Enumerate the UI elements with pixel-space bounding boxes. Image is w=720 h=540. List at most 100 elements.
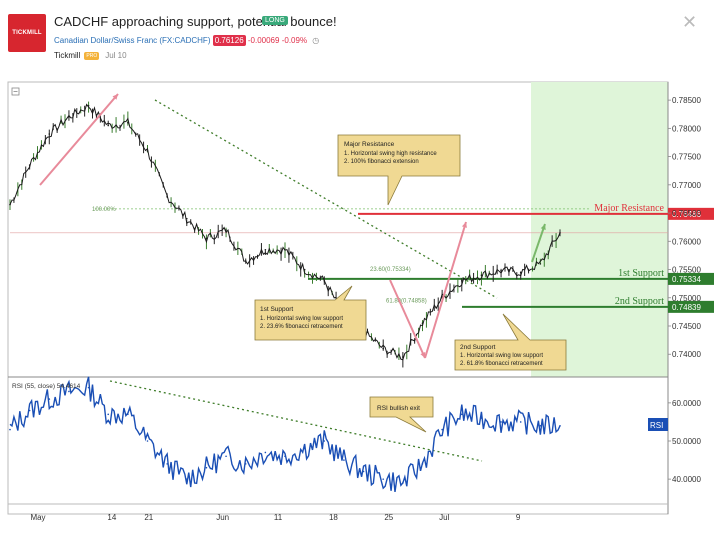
callout-line2: 2. 100% fibonacci extension xyxy=(344,159,419,165)
fib-618-label: 61.80(0.74858) xyxy=(386,298,427,304)
price-point xyxy=(421,322,424,324)
rsi-point xyxy=(284,455,286,458)
bounce-arrow xyxy=(531,223,546,263)
author-name[interactable]: Tickmill xyxy=(54,51,81,60)
author-line: Tickmill PRO Jul 10 xyxy=(54,51,127,60)
price-change-pct: -0.09% xyxy=(281,36,308,45)
price-point xyxy=(460,280,463,282)
price-point xyxy=(68,116,70,118)
price-tick-label: 0.77500 xyxy=(672,153,701,162)
price-tick-label: 0.78500 xyxy=(672,96,701,105)
swing-up-arrow-head xyxy=(112,94,118,100)
price-tick-label: 0.77000 xyxy=(672,181,701,190)
projected-up-arrow-head xyxy=(461,222,467,228)
level-price-value-3: 0.74839 xyxy=(672,303,701,312)
price-point xyxy=(284,248,286,251)
price-point xyxy=(185,217,188,220)
publish-date: Jul 10 xyxy=(105,51,127,60)
rsi-point xyxy=(539,424,542,427)
price-badge: 0.76126 xyxy=(212,35,246,46)
symbol-line: Canadian Dollar/Swiss Franc (FX:CADCHF) … xyxy=(54,35,319,46)
price-point xyxy=(127,121,129,124)
callout-title: 2nd Support xyxy=(460,344,496,351)
price-tick-label: 0.76500 xyxy=(672,209,701,218)
price-point xyxy=(539,263,542,265)
collapse-icon[interactable] xyxy=(11,87,20,96)
level-price-value-2: 0.75334 xyxy=(672,275,701,284)
callout-title: 1st Support xyxy=(260,306,293,313)
close-icon[interactable]: ✕ xyxy=(682,12,698,32)
time-tick-label: 25 xyxy=(384,513,393,522)
major-resistance-callout: Major Resistance 1. Horizontal swing hig… xyxy=(337,134,461,206)
price-tick-label: 0.74500 xyxy=(672,322,701,331)
price-point xyxy=(323,280,326,282)
level-price-tag-1 xyxy=(668,207,714,220)
projected-up-arrow xyxy=(424,221,467,359)
time-tick-label: 14 xyxy=(107,513,116,522)
level-price-tag-2 xyxy=(668,272,714,285)
time-tick-label: 11 xyxy=(274,513,283,522)
price-tick-label: 0.76000 xyxy=(672,237,701,246)
rsi-point xyxy=(480,417,483,419)
price-change: -0.00069 xyxy=(247,36,280,45)
rsi-point xyxy=(107,413,110,416)
rsi-point xyxy=(146,440,149,442)
rsi-point xyxy=(244,463,247,465)
tickmill-logo: TICKMILL xyxy=(8,14,46,52)
rsi-pane: RSI (55, close) 54.4614 RSI xyxy=(9,376,668,493)
rsi-point xyxy=(225,455,227,458)
level-name-3: 2nd Support xyxy=(615,296,664,307)
time-tick-label: 9 xyxy=(516,513,521,522)
price-point xyxy=(264,248,267,251)
time-tick-label: Jul xyxy=(439,513,449,522)
price-point xyxy=(166,195,168,197)
long-badge: LONG xyxy=(262,16,288,25)
price-point xyxy=(244,260,247,262)
rsi-series-line xyxy=(9,376,561,493)
axes: 0.78500 0.78000 0.77500 0.77000 0.76500 0.760… xyxy=(30,96,701,522)
callout-line1: 1. Horizontal swing low support xyxy=(260,316,343,322)
swing-down-arrow xyxy=(389,279,426,359)
rsi-point xyxy=(87,386,90,389)
pro-badge: PRO xyxy=(84,51,100,60)
rsi-point xyxy=(500,421,502,423)
price-tick-label: 0.75000 xyxy=(672,294,701,303)
price-point xyxy=(146,150,149,152)
price-point xyxy=(500,269,502,272)
rsi-point xyxy=(303,447,306,450)
price-tick-label: 0.78000 xyxy=(672,124,701,133)
price-tick-label: 0.75500 xyxy=(672,266,701,275)
level-name-2: 1st Support xyxy=(618,268,664,279)
bounce-arrow-head xyxy=(540,224,546,230)
callout-title: RSI bullish exit xyxy=(377,405,420,412)
price-point xyxy=(225,229,227,231)
time-tick-label: 21 xyxy=(144,513,153,522)
rsi-point xyxy=(9,428,11,431)
callout-line1: 1. Horizontal swing low support xyxy=(460,353,543,359)
swing-down-arrow-head xyxy=(420,352,426,358)
rsi-point xyxy=(68,390,70,393)
price-point xyxy=(28,164,31,166)
time-tick-label: May xyxy=(30,513,45,522)
rsi-bullish-exit-callout: RSI bullish exit xyxy=(369,396,434,433)
idea-header: TICKMILL CADCHF approaching support, pot… xyxy=(0,0,720,72)
level-price-value-1: 0.76486 xyxy=(672,210,701,219)
rsi-point xyxy=(48,398,51,400)
price-point xyxy=(519,271,522,274)
fib-236-label: 23.60(0.75334) xyxy=(370,267,411,273)
price-point xyxy=(303,268,306,271)
price-downtrend-line xyxy=(154,99,498,299)
rsi-point xyxy=(205,466,208,469)
symbol-link[interactable]: Canadian Dollar/Swiss Franc (FX:CADCHF) xyxy=(54,36,211,45)
level-price-tag-3 xyxy=(668,300,714,313)
price-point xyxy=(107,124,110,127)
rsi-tag-label: RSI xyxy=(650,421,663,430)
rsi-tick-label: 60.0000 xyxy=(672,399,701,408)
time-tick-label: Jun xyxy=(216,513,229,522)
rsi-point xyxy=(343,459,345,461)
level-name-1: Major Resistance xyxy=(594,203,664,214)
first-support-callout: 1st Support 1. Horizontal swing low supp… xyxy=(254,285,367,341)
rsi-downtrend-line xyxy=(109,380,483,462)
rsi-point xyxy=(402,482,404,484)
